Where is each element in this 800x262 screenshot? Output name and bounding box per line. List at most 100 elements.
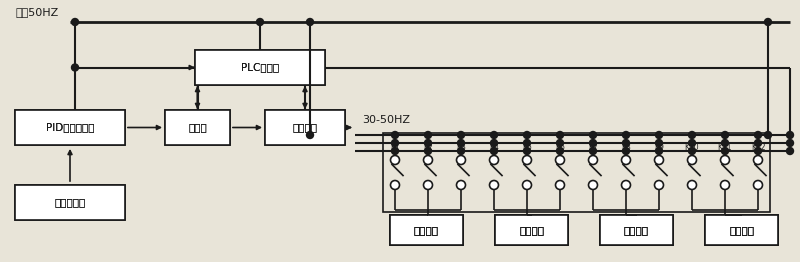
Bar (495, 215, 568, 245)
Circle shape (689, 148, 695, 155)
Circle shape (754, 132, 762, 139)
Circle shape (589, 181, 598, 189)
Circle shape (458, 148, 465, 155)
Circle shape (425, 132, 431, 139)
Bar (165, 110, 230, 145)
Circle shape (423, 156, 433, 165)
Circle shape (390, 156, 399, 165)
Circle shape (423, 181, 433, 189)
Text: 第一风机: 第一风机 (414, 225, 439, 235)
Text: K2: K2 (423, 144, 433, 152)
Text: K4: K4 (489, 144, 499, 152)
Text: K7: K7 (588, 144, 598, 152)
Text: 30-50HZ: 30-50HZ (362, 115, 410, 125)
Circle shape (490, 156, 498, 165)
Text: 第一风机: 第一风机 (414, 225, 439, 235)
Circle shape (555, 181, 565, 189)
Circle shape (722, 132, 729, 139)
Text: 第一风机: 第一风机 (414, 225, 439, 235)
Circle shape (490, 132, 498, 139)
Circle shape (523, 132, 530, 139)
Text: 变频器: 变频器 (188, 123, 207, 133)
Circle shape (555, 156, 565, 165)
Bar (265, 110, 345, 145)
Bar (195, 50, 325, 85)
Bar (15, 185, 125, 220)
Circle shape (306, 19, 314, 25)
Circle shape (523, 139, 530, 146)
Text: 工频50HZ: 工频50HZ (15, 7, 58, 17)
Bar (383, 133, 770, 212)
Text: K9: K9 (654, 144, 664, 152)
Circle shape (557, 148, 563, 155)
Circle shape (786, 139, 794, 146)
Bar (165, 110, 230, 145)
Bar (495, 215, 568, 245)
Bar (600, 215, 673, 245)
Circle shape (765, 132, 771, 139)
Text: K8: K8 (621, 144, 631, 152)
Circle shape (589, 156, 598, 165)
Text: 第四风机: 第四风机 (729, 225, 754, 235)
Bar (495, 215, 568, 245)
Bar (15, 185, 125, 220)
Circle shape (721, 156, 730, 165)
Circle shape (655, 132, 662, 139)
Circle shape (687, 181, 697, 189)
Text: 温度传感器: 温度传感器 (54, 198, 86, 208)
Text: 第二风机: 第二风机 (519, 225, 544, 235)
Text: 温度传感器: 温度传感器 (54, 198, 86, 208)
Circle shape (721, 181, 730, 189)
Circle shape (557, 139, 563, 146)
Text: K3: K3 (456, 144, 466, 152)
Circle shape (786, 148, 794, 155)
Text: K1: K1 (390, 144, 400, 152)
Text: PID数字调节器: PID数字调节器 (46, 123, 94, 133)
Circle shape (590, 139, 597, 146)
Circle shape (458, 132, 465, 139)
Text: K6: K6 (555, 144, 565, 152)
Circle shape (390, 181, 399, 189)
Text: PID数字调节器: PID数字调节器 (46, 123, 94, 133)
Circle shape (622, 156, 630, 165)
Bar (195, 50, 325, 85)
Text: 第二风机: 第二风机 (519, 225, 544, 235)
Bar (600, 215, 673, 245)
Circle shape (490, 139, 498, 146)
Text: 第四风机: 第四风机 (729, 225, 754, 235)
Circle shape (655, 139, 662, 146)
Circle shape (391, 132, 398, 139)
Circle shape (754, 181, 762, 189)
Text: 软起动器: 软起动器 (293, 123, 318, 133)
Text: 第二风机: 第二风机 (519, 225, 544, 235)
Circle shape (306, 132, 314, 139)
Circle shape (754, 156, 762, 165)
Circle shape (590, 132, 597, 139)
Circle shape (722, 139, 729, 146)
Text: K12: K12 (750, 144, 766, 152)
Circle shape (654, 156, 663, 165)
Circle shape (522, 156, 531, 165)
Circle shape (654, 181, 663, 189)
Circle shape (689, 139, 695, 146)
Bar (705, 215, 778, 245)
Circle shape (71, 19, 78, 25)
Circle shape (590, 148, 597, 155)
Circle shape (754, 148, 762, 155)
Circle shape (490, 181, 498, 189)
Circle shape (689, 132, 695, 139)
Text: 变频器: 变频器 (188, 123, 207, 133)
Circle shape (71, 64, 78, 71)
Text: PLC控制器: PLC控制器 (241, 63, 279, 73)
Circle shape (490, 148, 498, 155)
Circle shape (655, 148, 662, 155)
Circle shape (754, 139, 762, 146)
Text: K5: K5 (522, 144, 532, 152)
Circle shape (622, 148, 630, 155)
Circle shape (523, 148, 530, 155)
Circle shape (458, 139, 465, 146)
Circle shape (257, 19, 263, 25)
Bar (390, 215, 463, 245)
Text: 第三风机: 第三风机 (624, 225, 649, 235)
Bar (705, 215, 778, 245)
